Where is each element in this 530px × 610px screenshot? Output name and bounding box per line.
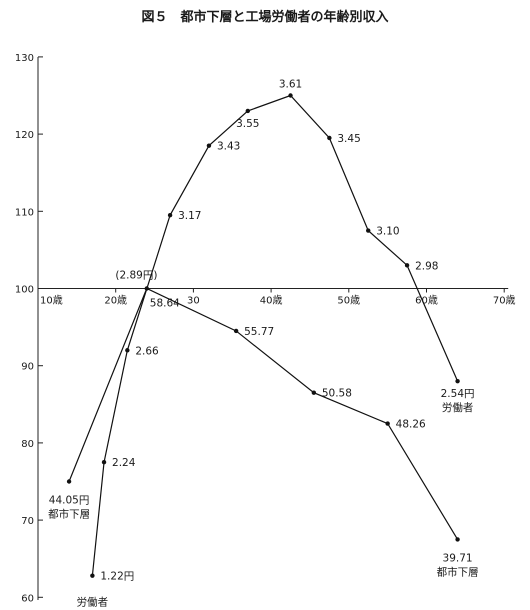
data-point <box>101 460 107 465</box>
data-point <box>125 348 130 353</box>
series-name-label: 労働者 <box>77 596 109 609</box>
data-point <box>144 286 149 291</box>
data-point <box>385 421 390 426</box>
data-point <box>311 390 317 395</box>
data-label: 58.64 <box>150 298 180 310</box>
data-label: 3.10 <box>376 226 399 238</box>
data-label: 44.05円 <box>49 495 90 507</box>
data-labels: 1.22円 2.24 2.66 3.17 3.43 3.55 3.61 3.45 3.10 2.9… <box>48 79 479 609</box>
y-tick-label: 70 <box>21 516 34 527</box>
data-label: 2.54円 <box>441 388 475 400</box>
axes: 130 120 110 100 90 80 70 60 10歳 20歳 30 40歳 50歳 60歳 70歳… <box>15 53 516 604</box>
series-name-label: 都市下層 <box>437 565 479 578</box>
x-tick-label: 70歳 <box>493 295 516 307</box>
data-point <box>245 108 250 114</box>
data-point <box>90 573 95 578</box>
data-label: 39.71 <box>443 552 473 564</box>
data-label: 3.43 <box>217 141 240 153</box>
data-label: 2.66 <box>135 345 159 357</box>
x-tick-label: 10歳 <box>40 295 63 307</box>
data-point <box>66 479 72 484</box>
x-tick-label: 30 <box>187 296 200 307</box>
data-label: 2.98 <box>415 260 438 272</box>
data-label: 1.22円 <box>100 571 134 583</box>
x-tick-label: 20歳 <box>104 295 127 307</box>
data-label: 3.17 <box>178 210 201 222</box>
y-tick-label: 60 <box>21 593 34 604</box>
data-label: 55.77 <box>244 326 274 338</box>
data-label: 3.45 <box>337 133 360 145</box>
data-point <box>455 378 460 384</box>
series-line-0 <box>91 94 459 576</box>
y-tick-label: 90 <box>21 362 34 373</box>
data-point <box>206 143 212 148</box>
data-point <box>327 135 332 141</box>
data-label: 48.26 <box>396 419 426 431</box>
data-label: 3.61 <box>279 79 302 91</box>
chart-title: 図５ 都市下層と工場労働者の年齢別収入 <box>141 9 388 25</box>
series-line-1 <box>68 287 459 540</box>
series-name-label: 労働者 <box>442 401 474 414</box>
y-tick-label: 100 <box>15 285 34 296</box>
data-label: 50.58 <box>322 388 352 400</box>
data-point <box>167 212 173 218</box>
data-point <box>233 328 239 334</box>
series-name-label: 都市下層 <box>48 508 90 521</box>
y-tick-label: 110 <box>15 207 34 218</box>
series-points <box>66 93 460 578</box>
y-tick-label: 120 <box>15 130 34 141</box>
x-tick-label: 50歳 <box>337 295 360 307</box>
data-point <box>404 263 410 268</box>
data-point <box>366 228 371 233</box>
y-tick-label: 130 <box>15 53 34 64</box>
x-tick-label: 40歳 <box>260 295 283 307</box>
x-tick-label: 60歳 <box>415 295 438 307</box>
data-label: 3.55 <box>236 118 259 130</box>
baseline-label: (2.89円) <box>115 270 157 282</box>
y-tick-label: 80 <box>21 439 34 450</box>
data-point <box>288 93 293 98</box>
data-label: 2.24 <box>112 457 136 469</box>
data-point <box>455 537 460 542</box>
